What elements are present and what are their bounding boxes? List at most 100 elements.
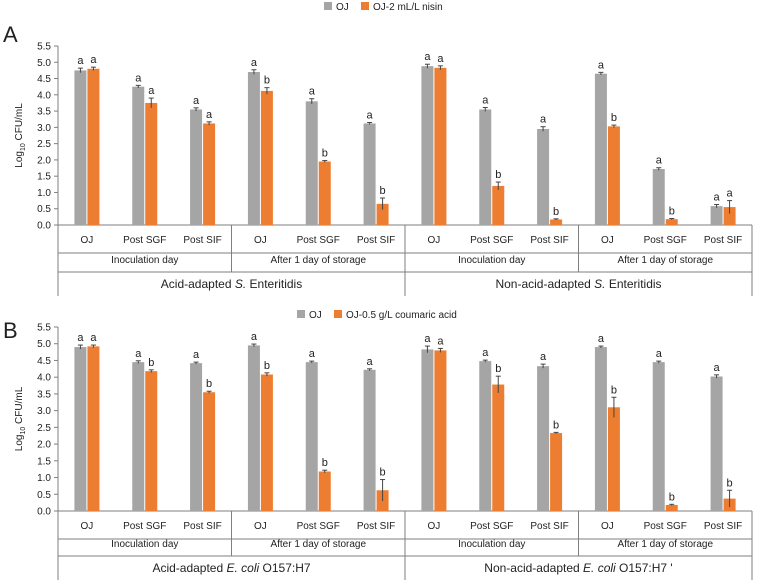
x-category-label: Post SGF: [297, 521, 340, 532]
significance-letter: b: [264, 360, 270, 372]
day-group-label: Inoculation day: [458, 539, 525, 550]
x-category-label: OJ: [428, 235, 441, 246]
y-axis-title: Log10 CFU/mL: [14, 386, 27, 451]
day-group-label: After 1 day of storage: [270, 539, 366, 550]
bar-treated: [665, 219, 678, 225]
day-group-label: Inoculation day: [111, 539, 178, 550]
y-tick-label: 4.5: [37, 74, 51, 85]
panel-label: A: [3, 22, 18, 47]
y-tick-label: 0.0: [37, 221, 51, 232]
significance-letter: b: [322, 457, 328, 469]
x-category-label: OJ: [428, 521, 441, 532]
x-category-label: Post SIF: [357, 235, 395, 246]
strain-species: E. coli: [583, 561, 616, 575]
strain-prefix: Non-acid-adapted: [484, 561, 583, 575]
significance-letter: a: [482, 347, 489, 359]
x-category-label: Post SIF: [530, 235, 568, 246]
y-tick-label: 2.5: [37, 423, 51, 434]
x-category-label: Post SIF: [183, 521, 221, 532]
bar-oj: [363, 123, 376, 225]
legend-swatch-oj: [324, 2, 332, 10]
y-axis-title-main: Log: [14, 435, 25, 452]
bar-treated: [318, 471, 331, 511]
bar-treated: [492, 185, 505, 225]
bar-oj: [74, 70, 87, 225]
bar-treated: [665, 504, 678, 511]
significance-letter: b: [727, 477, 733, 489]
day-group-label: After 1 day of storage: [270, 255, 366, 266]
y-axis-title-tail: CFU/mL: [14, 103, 25, 143]
y-tick-label: 1.5: [37, 172, 51, 183]
bar-treated: [260, 374, 273, 511]
significance-letter: a: [251, 331, 258, 343]
legend-swatch-treated: [361, 2, 369, 10]
y-tick-label: 3.5: [37, 389, 51, 400]
significance-letter: a: [193, 349, 200, 361]
y-tick-label: 1.0: [37, 473, 51, 484]
bar-treated: [376, 203, 389, 225]
chart-panel-a: A OJ OJ-2 mL/L nisin 0.0 0.5 1.0 1.5 2.0 2.5 3.0 3…: [3, 2, 753, 296]
bar-oj: [190, 109, 203, 225]
bar-treated: [145, 371, 158, 511]
significance-letter: a: [482, 95, 489, 107]
y-tick-label: 5.5: [37, 323, 51, 334]
strain-group-label: Acid-adapted S. Enteritidis: [161, 277, 302, 291]
bar-oj: [363, 369, 376, 511]
strain-prefix: Acid-adapted: [161, 277, 235, 291]
significance-letter: a: [424, 51, 431, 63]
bar-oj: [479, 109, 492, 225]
legend-swatch-oj: [297, 310, 305, 318]
significance-letter: a: [598, 59, 605, 71]
strain-group-label: Acid-adapted E. coli O157:H7: [152, 561, 310, 575]
x-category-label: OJ: [601, 235, 614, 246]
legend-label-oj: OJ: [309, 310, 322, 321]
significance-letter: a: [437, 335, 444, 347]
significance-letter: a: [148, 85, 155, 97]
significance-letter: b: [669, 491, 675, 503]
significance-letter: b: [611, 384, 617, 396]
significance-letter: a: [540, 114, 547, 126]
y-tick-label: 4.5: [37, 356, 51, 367]
bar-treated: [607, 126, 620, 225]
significance-letter: b: [322, 148, 328, 160]
significance-letter: a: [656, 155, 663, 167]
x-category-label: OJ: [81, 235, 94, 246]
bar-treated: [434, 350, 447, 511]
significance-letter: b: [380, 467, 386, 479]
x-category-label: Post SIF: [357, 521, 395, 532]
bar-treated: [434, 67, 447, 226]
y-axis-title-subscript: 10: [20, 427, 27, 435]
significance-letter: b: [206, 378, 212, 390]
x-category-label: Post SGF: [123, 235, 166, 246]
significance-letter: a: [193, 95, 200, 107]
y-tick-label: 4.0: [37, 373, 51, 384]
bar-oj: [247, 345, 260, 511]
bar-treated: [318, 161, 331, 225]
bar-oj: [479, 361, 492, 511]
strain-suffix: O157:H7: [259, 561, 311, 575]
strain-group-label: Non-acid-adapted E. coli O157:H7 ': [484, 561, 672, 575]
x-category-label: Post SGF: [470, 521, 513, 532]
x-category-label: Post SIF: [704, 521, 742, 532]
bar-treated: [203, 392, 216, 511]
significance-letter: b: [669, 205, 675, 217]
significance-letter: a: [77, 55, 84, 67]
x-category-label: Post SGF: [470, 235, 513, 246]
significance-letter: a: [727, 188, 734, 200]
y-axis-title-main: Log: [14, 151, 25, 168]
legend-label-oj: OJ: [336, 2, 349, 13]
bar-treated: [550, 433, 563, 511]
significance-letter: a: [135, 72, 142, 84]
strain-suffix: Enteritidis: [246, 277, 302, 291]
x-category-label: Post SGF: [644, 235, 687, 246]
strain-group-label: Non-acid-adapted S. Enteritidis: [495, 277, 661, 291]
bar-oj: [594, 73, 607, 225]
significance-letter: a: [714, 362, 721, 374]
day-group-label: After 1 day of storage: [617, 539, 713, 550]
bar-oj: [537, 128, 550, 225]
significance-letter: a: [90, 332, 97, 344]
bar-treated: [87, 346, 100, 511]
legend-label-treated: OJ-0.5 g/L coumaric acid: [346, 310, 457, 321]
strain-species: E. coli: [227, 561, 260, 575]
y-tick-label: 5.0: [37, 339, 51, 350]
